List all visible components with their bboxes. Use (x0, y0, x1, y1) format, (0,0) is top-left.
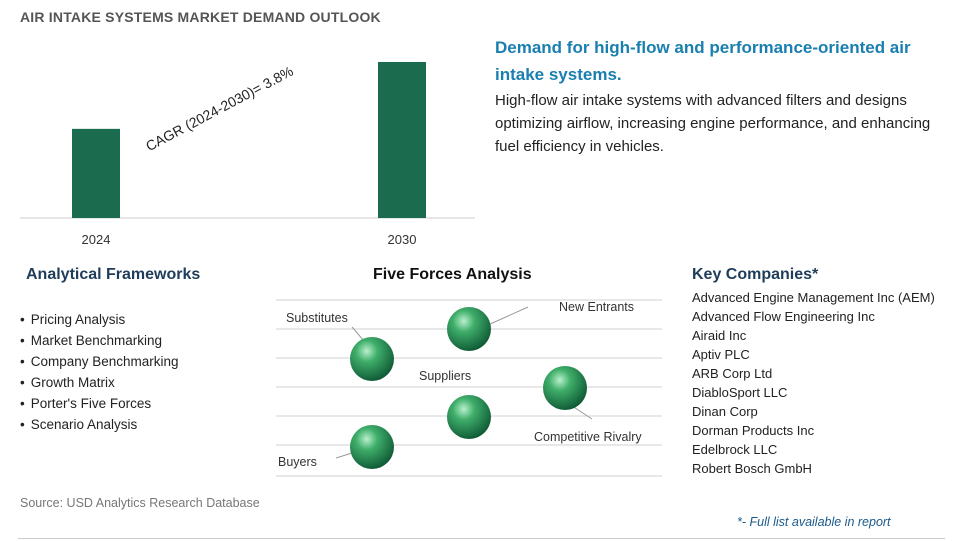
sphere-buyers (350, 425, 394, 469)
framework-item-pricing: Pricing Analysis (20, 309, 179, 330)
five-forces-heading: Five Forces Analysis (373, 266, 532, 283)
framework-item-five-forces: Porter's Five Forces (20, 393, 179, 414)
company-item: Advanced Engine Management Inc (AEM) (692, 290, 935, 305)
bar-chart: 2024 2030 (20, 62, 475, 247)
page-title: AIR INTAKE SYSTEMS MARKET DEMAND OUTLOOK (20, 9, 381, 25)
bottom-divider (18, 538, 945, 539)
bar-2030 (378, 62, 426, 218)
five-forces-diagram: Substitutes New Entrants Suppliers Compe… (276, 299, 662, 477)
companies-list: Advanced Engine Management Inc (AEM) Adv… (692, 288, 935, 478)
sphere-substitutes (350, 337, 394, 381)
framework-item-company-benchmarking: Company Benchmarking (20, 351, 179, 372)
companies-heading: Key Companies* (692, 266, 819, 283)
company-item: ARB Corp Ltd (692, 366, 773, 381)
label-buyers: Buyers (278, 455, 317, 469)
source-note: Source: USD Analytics Research Database (20, 496, 260, 510)
company-item: Airaid Inc (692, 328, 747, 343)
x-tick-2024: 2024 (82, 232, 111, 247)
sphere-new-entrants (447, 307, 491, 351)
frameworks-list: Pricing Analysis Market Benchmarking Com… (20, 309, 179, 435)
bar-2024 (72, 128, 120, 218)
label-suppliers: Suppliers (419, 369, 471, 383)
sphere-center (447, 395, 491, 439)
company-item: Advanced Flow Engineering Inc (692, 309, 875, 324)
company-item: Aptiv PLC (692, 347, 750, 362)
label-substitutes: Substitutes (286, 311, 348, 325)
framework-item-scenario: Scenario Analysis (20, 414, 179, 435)
highlight-description: High-flow air intake systems with advanc… (495, 92, 931, 155)
company-item: DiabloSport LLC (692, 385, 788, 400)
label-new-entrants: New Entrants (559, 300, 634, 314)
framework-item-market-benchmarking: Market Benchmarking (20, 330, 179, 351)
highlight-headline: Demand for high-flow and performance-ori… (495, 38, 911, 84)
full-list-footnote: *- Full list available in report (737, 515, 891, 529)
company-item: Robert Bosch GmbH (692, 461, 812, 476)
company-item: Dinan Corp (692, 404, 758, 419)
framework-item-growth-matrix: Growth Matrix (20, 372, 179, 393)
label-competitive-rivalry: Competitive Rivalry (534, 430, 642, 444)
company-item: Edelbrock LLC (692, 442, 778, 457)
sphere-suppliers-rivalry (543, 366, 587, 410)
company-item: Dorman Products Inc (692, 423, 815, 438)
x-tick-2030: 2030 (388, 232, 417, 247)
frameworks-heading: Analytical Frameworks (26, 266, 201, 283)
